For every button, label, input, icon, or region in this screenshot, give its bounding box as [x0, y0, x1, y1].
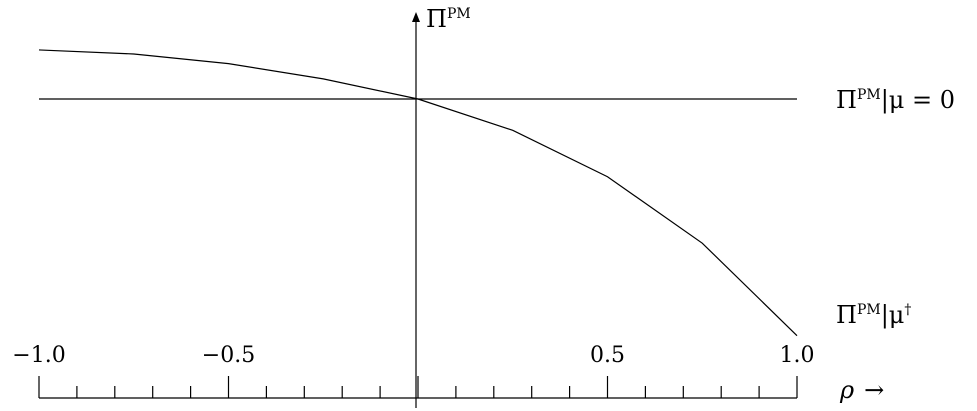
x-tick-label: −0.5: [202, 343, 255, 368]
curves: [38, 49, 798, 337]
y-axis-label: ΠPM: [426, 5, 471, 33]
y-axis-arrowhead: [412, 12, 420, 22]
x-tick-label: 1.0: [780, 343, 815, 368]
x-ticks: [38, 376, 798, 398]
series-line-mu-dagger: [38, 49, 798, 337]
axes: [39, 12, 797, 408]
x-tick-label: −1.0: [12, 343, 65, 368]
x-tick-label: 0.5: [590, 343, 625, 368]
x-tick-labels: −1.0 −0.5 0.5 1.0: [12, 343, 814, 368]
x-axis-label: ρ →: [839, 376, 884, 404]
series-label-mu-zero: ΠPM|μ = 0: [836, 86, 955, 115]
series-label-mu-dagger: ΠPM|μ†: [836, 301, 911, 330]
